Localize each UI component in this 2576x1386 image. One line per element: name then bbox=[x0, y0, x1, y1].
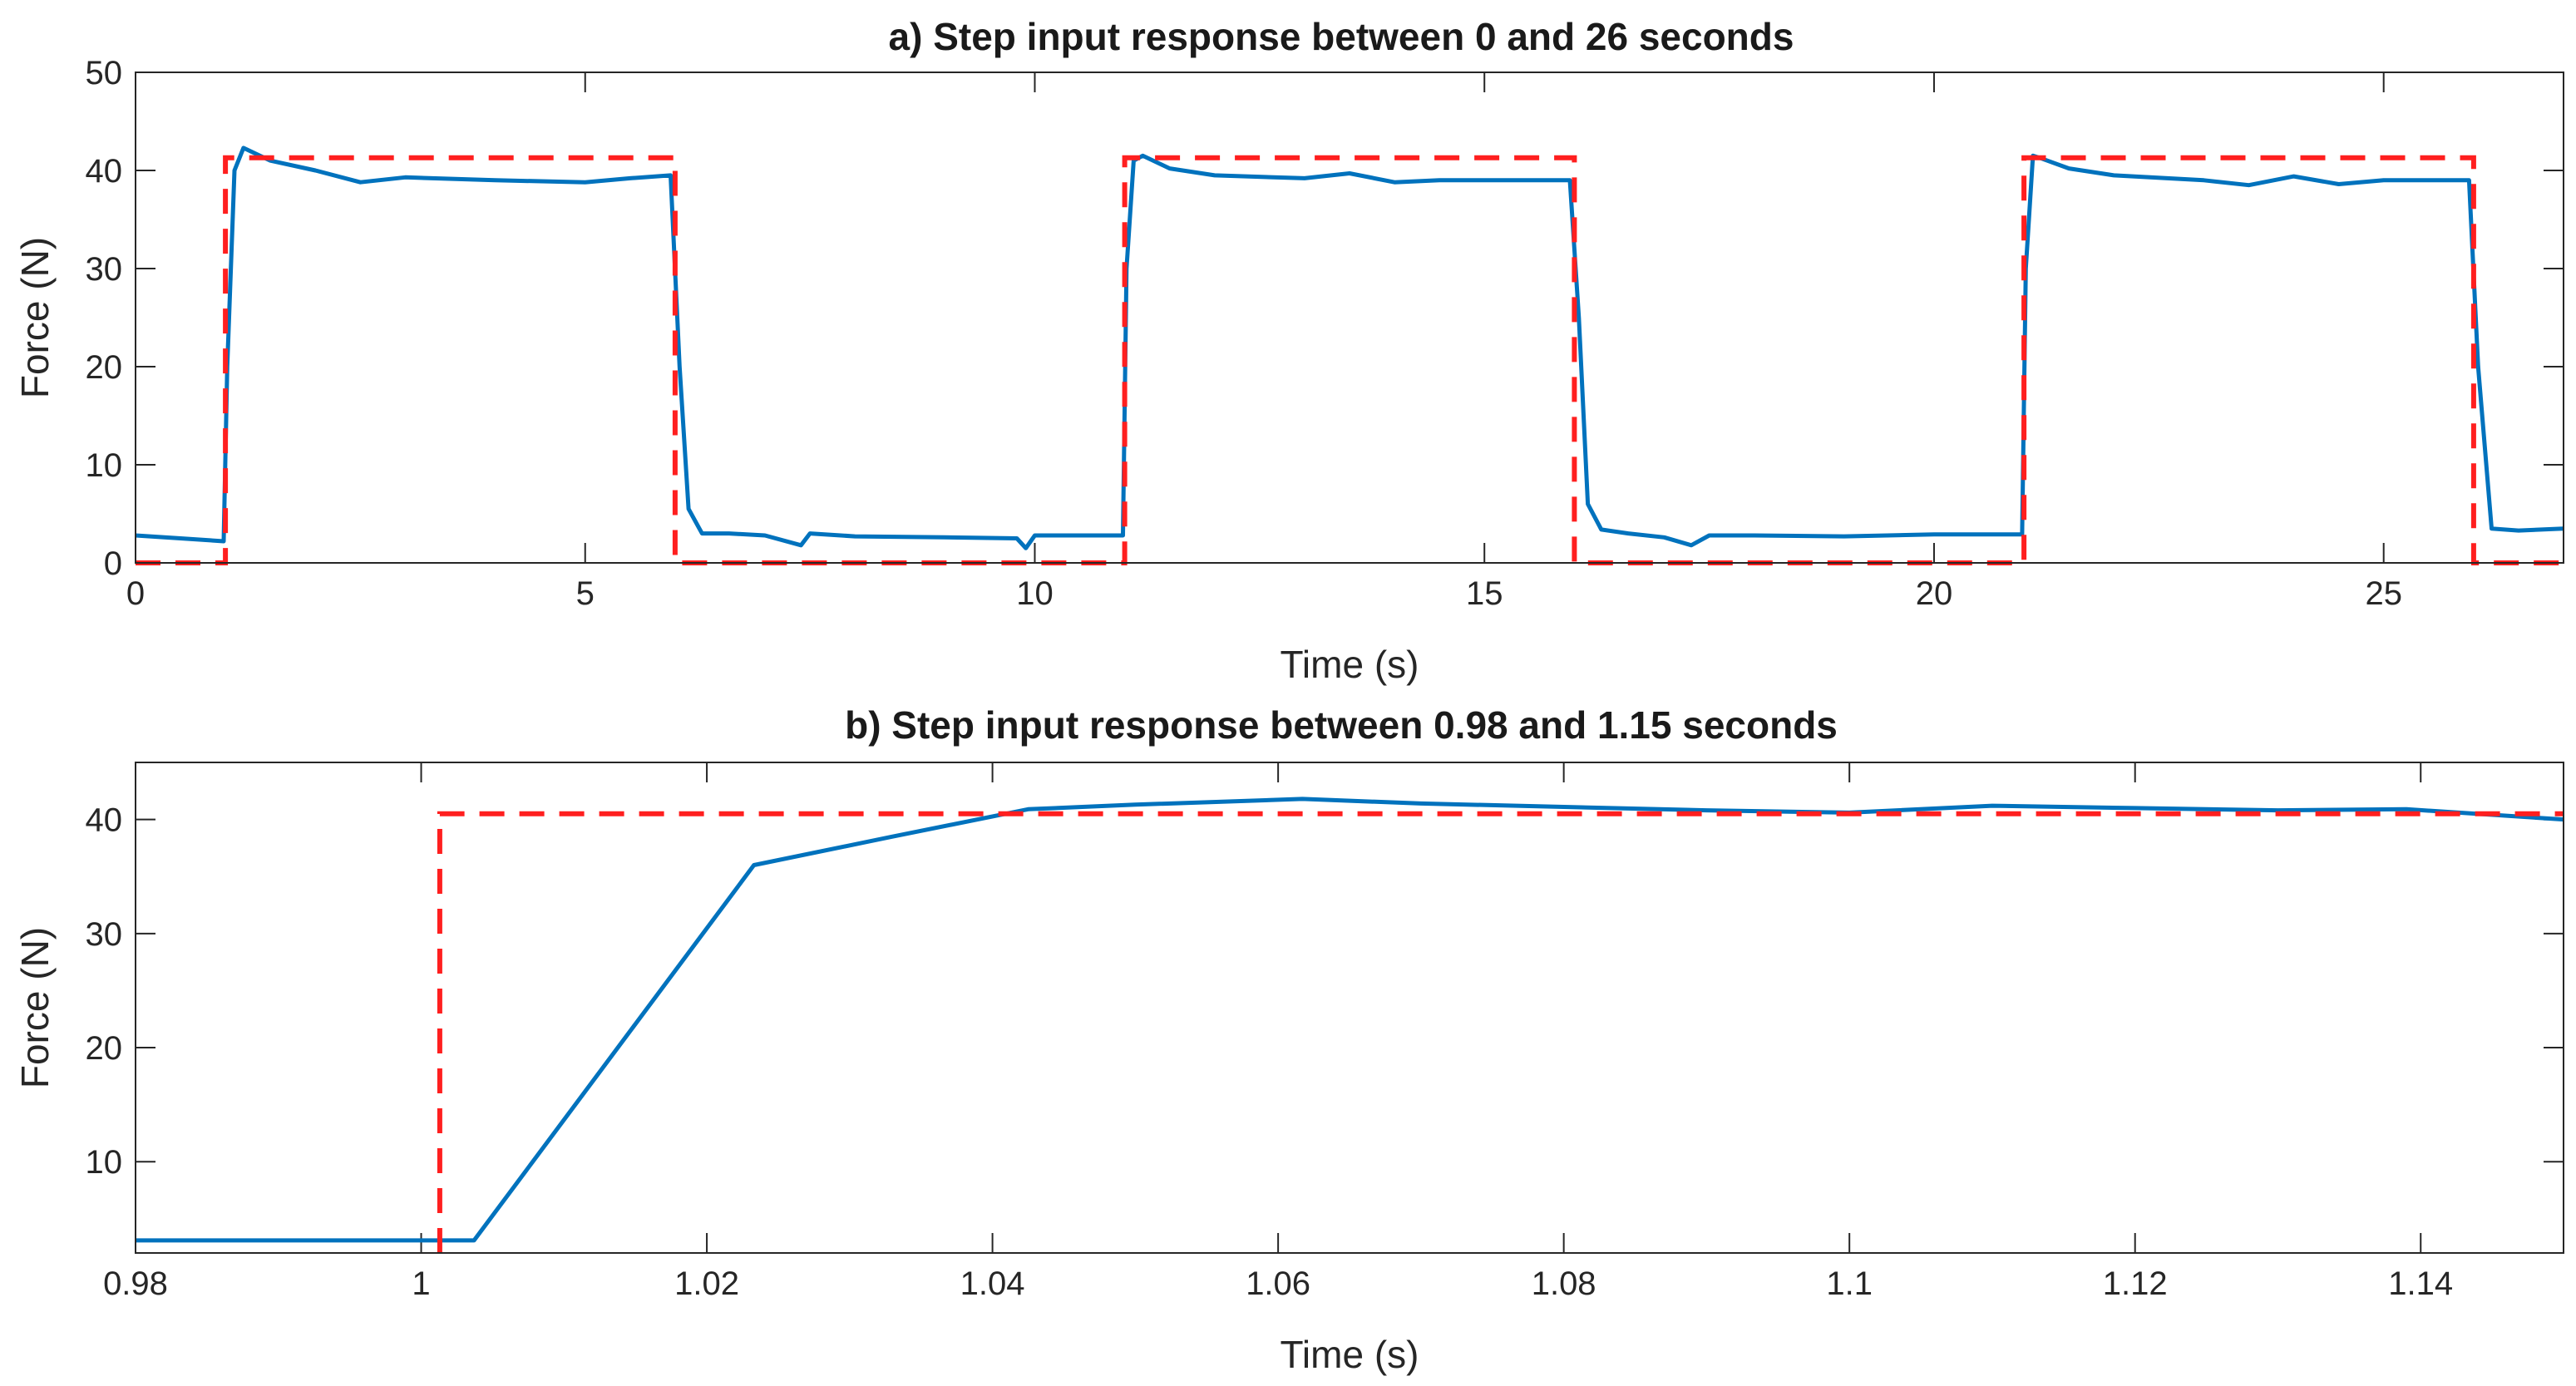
panel-a-ylabel: Force (N) bbox=[13, 237, 57, 398]
y-tick-label: 40 bbox=[86, 153, 123, 190]
x-tick-label: 20 bbox=[1916, 575, 1953, 612]
panel-a-axes-box bbox=[135, 72, 2564, 564]
panel-a-ticks: 0 5 10 15 20 25 0 10 20 30 40 50 bbox=[86, 55, 2564, 612]
y-tick-label: 0 bbox=[104, 545, 122, 582]
panel-a: a) Step input response between 0 and 26 … bbox=[13, 15, 2564, 686]
panel-b: b) Step input response between 0.98 and … bbox=[13, 703, 2564, 1376]
x-tick-label: 15 bbox=[1466, 575, 1503, 612]
y-tick-label: 20 bbox=[86, 1030, 123, 1067]
y-tick-label: 10 bbox=[86, 1144, 123, 1181]
x-tick-label: 0.98 bbox=[103, 1265, 168, 1302]
panel-b-series bbox=[136, 797, 2564, 1253]
x-tick-label: 1.14 bbox=[2388, 1265, 2453, 1302]
panel-a-xlabel: Time (s) bbox=[1281, 643, 1419, 686]
panel-b-xlabel: Time (s) bbox=[1281, 1333, 1419, 1376]
x-tick-label: 1.02 bbox=[674, 1265, 739, 1302]
panel-b-ticks: 0.98 1 1.02 1.04 1.06 1.08 1.1 1.12 1.14 10 20 30 40 bbox=[86, 762, 2564, 1302]
measured-force-line bbox=[135, 146, 2564, 550]
panel-b-ylabel: Force (N) bbox=[13, 927, 57, 1088]
y-tick-label: 30 bbox=[86, 251, 123, 288]
x-tick-label: 1 bbox=[412, 1265, 430, 1302]
x-tick-label: 1.08 bbox=[1532, 1265, 1596, 1302]
x-tick-label: 10 bbox=[1016, 575, 1054, 612]
measured-force-line bbox=[136, 797, 2564, 1243]
x-tick-label: 1.1 bbox=[1826, 1265, 1873, 1302]
x-tick-label: 5 bbox=[576, 575, 595, 612]
y-tick-label: 30 bbox=[86, 916, 123, 953]
panel-a-series bbox=[135, 146, 2564, 565]
reference-step-line bbox=[437, 811, 2564, 1253]
x-tick-label: 25 bbox=[2365, 575, 2402, 612]
y-tick-label: 40 bbox=[86, 802, 123, 839]
x-tick-label: 1.06 bbox=[1246, 1265, 1310, 1302]
reference-step-line bbox=[136, 155, 2564, 565]
x-tick-label: 0 bbox=[126, 575, 145, 612]
panel-a-title: a) Step input response between 0 and 26 … bbox=[889, 15, 1794, 58]
x-tick-label: 1.12 bbox=[2103, 1265, 2168, 1302]
y-tick-label: 50 bbox=[86, 55, 123, 91]
panel-b-axes-box bbox=[135, 762, 2564, 1254]
y-tick-label: 20 bbox=[86, 349, 123, 386]
panel-b-title: b) Step input response between 0.98 and … bbox=[845, 703, 1838, 747]
x-tick-label: 1.04 bbox=[960, 1265, 1025, 1302]
y-tick-label: 10 bbox=[86, 447, 123, 484]
